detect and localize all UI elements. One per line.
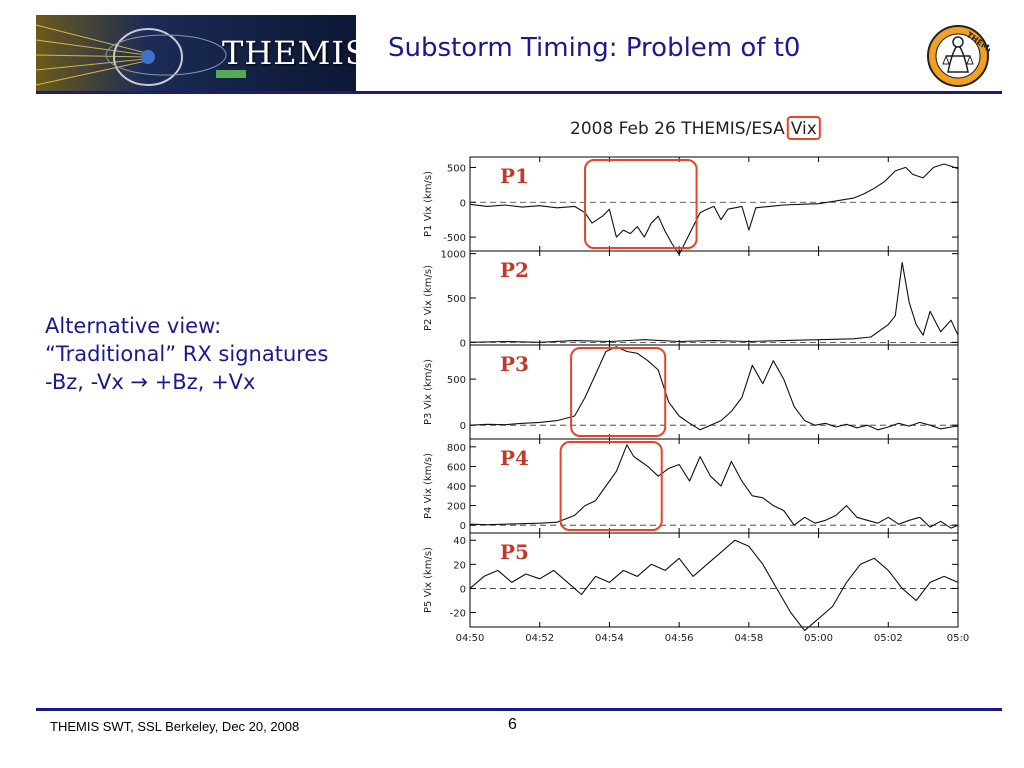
p5-probe-label: P5 bbox=[500, 540, 529, 564]
banner-graphic bbox=[36, 15, 356, 91]
p5-ytick-label: 0 bbox=[460, 584, 466, 595]
chart-title: 2008 Feb 26 THEMIS/ESA bbox=[570, 119, 785, 139]
p1-ytick-label: 0 bbox=[460, 198, 466, 209]
footer-rule bbox=[36, 708, 1002, 711]
p1-panel-frame bbox=[469, 156, 959, 252]
body-line-2: “Traditional” RX signatures bbox=[45, 342, 329, 366]
p2-ytick-label: 1000 bbox=[441, 250, 466, 261]
p4-series-line bbox=[469, 444, 959, 529]
p2-panel-frame bbox=[469, 250, 959, 346]
p4-ytick-label: 800 bbox=[447, 443, 466, 454]
xtick-label: 04:52 bbox=[525, 633, 554, 644]
slide-title: Substorm Timing: Problem of t0 bbox=[388, 33, 801, 63]
p2-ytick-label: 0 bbox=[460, 338, 466, 349]
p5-ylabel: P5 Vix (km/s) bbox=[423, 547, 434, 613]
xtick-label: 05:0 bbox=[947, 633, 969, 644]
body-line-1: Alternative view: bbox=[45, 314, 222, 338]
p3-probe-label: P3 bbox=[500, 352, 529, 376]
xtick-label: 04:56 bbox=[665, 633, 694, 644]
themis-logo-icon: THEMIS bbox=[927, 25, 990, 87]
p2-ytick-label: 500 bbox=[447, 294, 466, 305]
p4-ylabel: P4 Vix (km/s) bbox=[423, 453, 434, 519]
p1-highlight-box bbox=[584, 159, 698, 249]
xtick-label: 05:00 bbox=[804, 633, 833, 644]
p4-highlight-box bbox=[559, 441, 663, 531]
p2-ylabel: P2 Vix (km/s) bbox=[423, 265, 434, 331]
p3-ylabel: P3 Vix (km/s) bbox=[423, 359, 434, 425]
p4-ytick-label: 600 bbox=[447, 462, 466, 473]
p5-series-line bbox=[469, 539, 959, 632]
banner-title: THEMIS bbox=[222, 34, 356, 72]
chart-title-highlight: Vix bbox=[791, 119, 817, 139]
xtick-label: 05:02 bbox=[874, 633, 903, 644]
p5-ytick-label: -20 bbox=[450, 609, 466, 620]
p4-ytick-label: 0 bbox=[460, 521, 466, 532]
footer-text: THEMIS SWT, SSL Berkeley, Dec 20, 2008 bbox=[50, 719, 300, 734]
p3-highlight-box bbox=[570, 347, 667, 437]
p3-series-line bbox=[469, 346, 959, 431]
p3-ytick-label: 500 bbox=[447, 375, 466, 386]
p1-ytick-label: -500 bbox=[443, 233, 466, 244]
p1-probe-label: P1 bbox=[500, 164, 529, 188]
themis-banner: THEMIS bbox=[36, 15, 356, 91]
p5-panel-frame bbox=[469, 532, 959, 628]
p5-ytick-label: 20 bbox=[453, 560, 466, 571]
chart-title-highlight-box bbox=[786, 116, 821, 140]
p1-ytick-label: 500 bbox=[447, 163, 466, 174]
p2-series-line bbox=[469, 261, 959, 343]
p1-series-line bbox=[469, 163, 959, 256]
p4-ytick-label: 400 bbox=[447, 482, 466, 493]
body-line-3: -Bz, -Vx → +Bz, +Vx bbox=[45, 370, 256, 394]
xtick-label: 04:58 bbox=[734, 633, 763, 644]
header-rule bbox=[36, 91, 1002, 94]
body-text: Alternative view: “Traditional” RX signa… bbox=[45, 312, 328, 396]
xtick-label: 04:54 bbox=[595, 633, 624, 644]
p4-probe-label: P4 bbox=[500, 446, 529, 470]
p4-ytick-label: 200 bbox=[447, 502, 466, 513]
page-number: 6 bbox=[508, 716, 517, 733]
p2-probe-label: P2 bbox=[500, 258, 529, 282]
p5-ytick-label: 40 bbox=[453, 536, 466, 547]
xtick-label: 04:50 bbox=[456, 633, 485, 644]
p3-ytick-label: 0 bbox=[460, 421, 466, 432]
vix-chart: 2008 Feb 26 THEMIS/ESA Vix 500 0 -500 P1 Vix … bbox=[423, 116, 969, 644]
p1-ylabel: P1 Vix (km/s) bbox=[423, 171, 434, 237]
